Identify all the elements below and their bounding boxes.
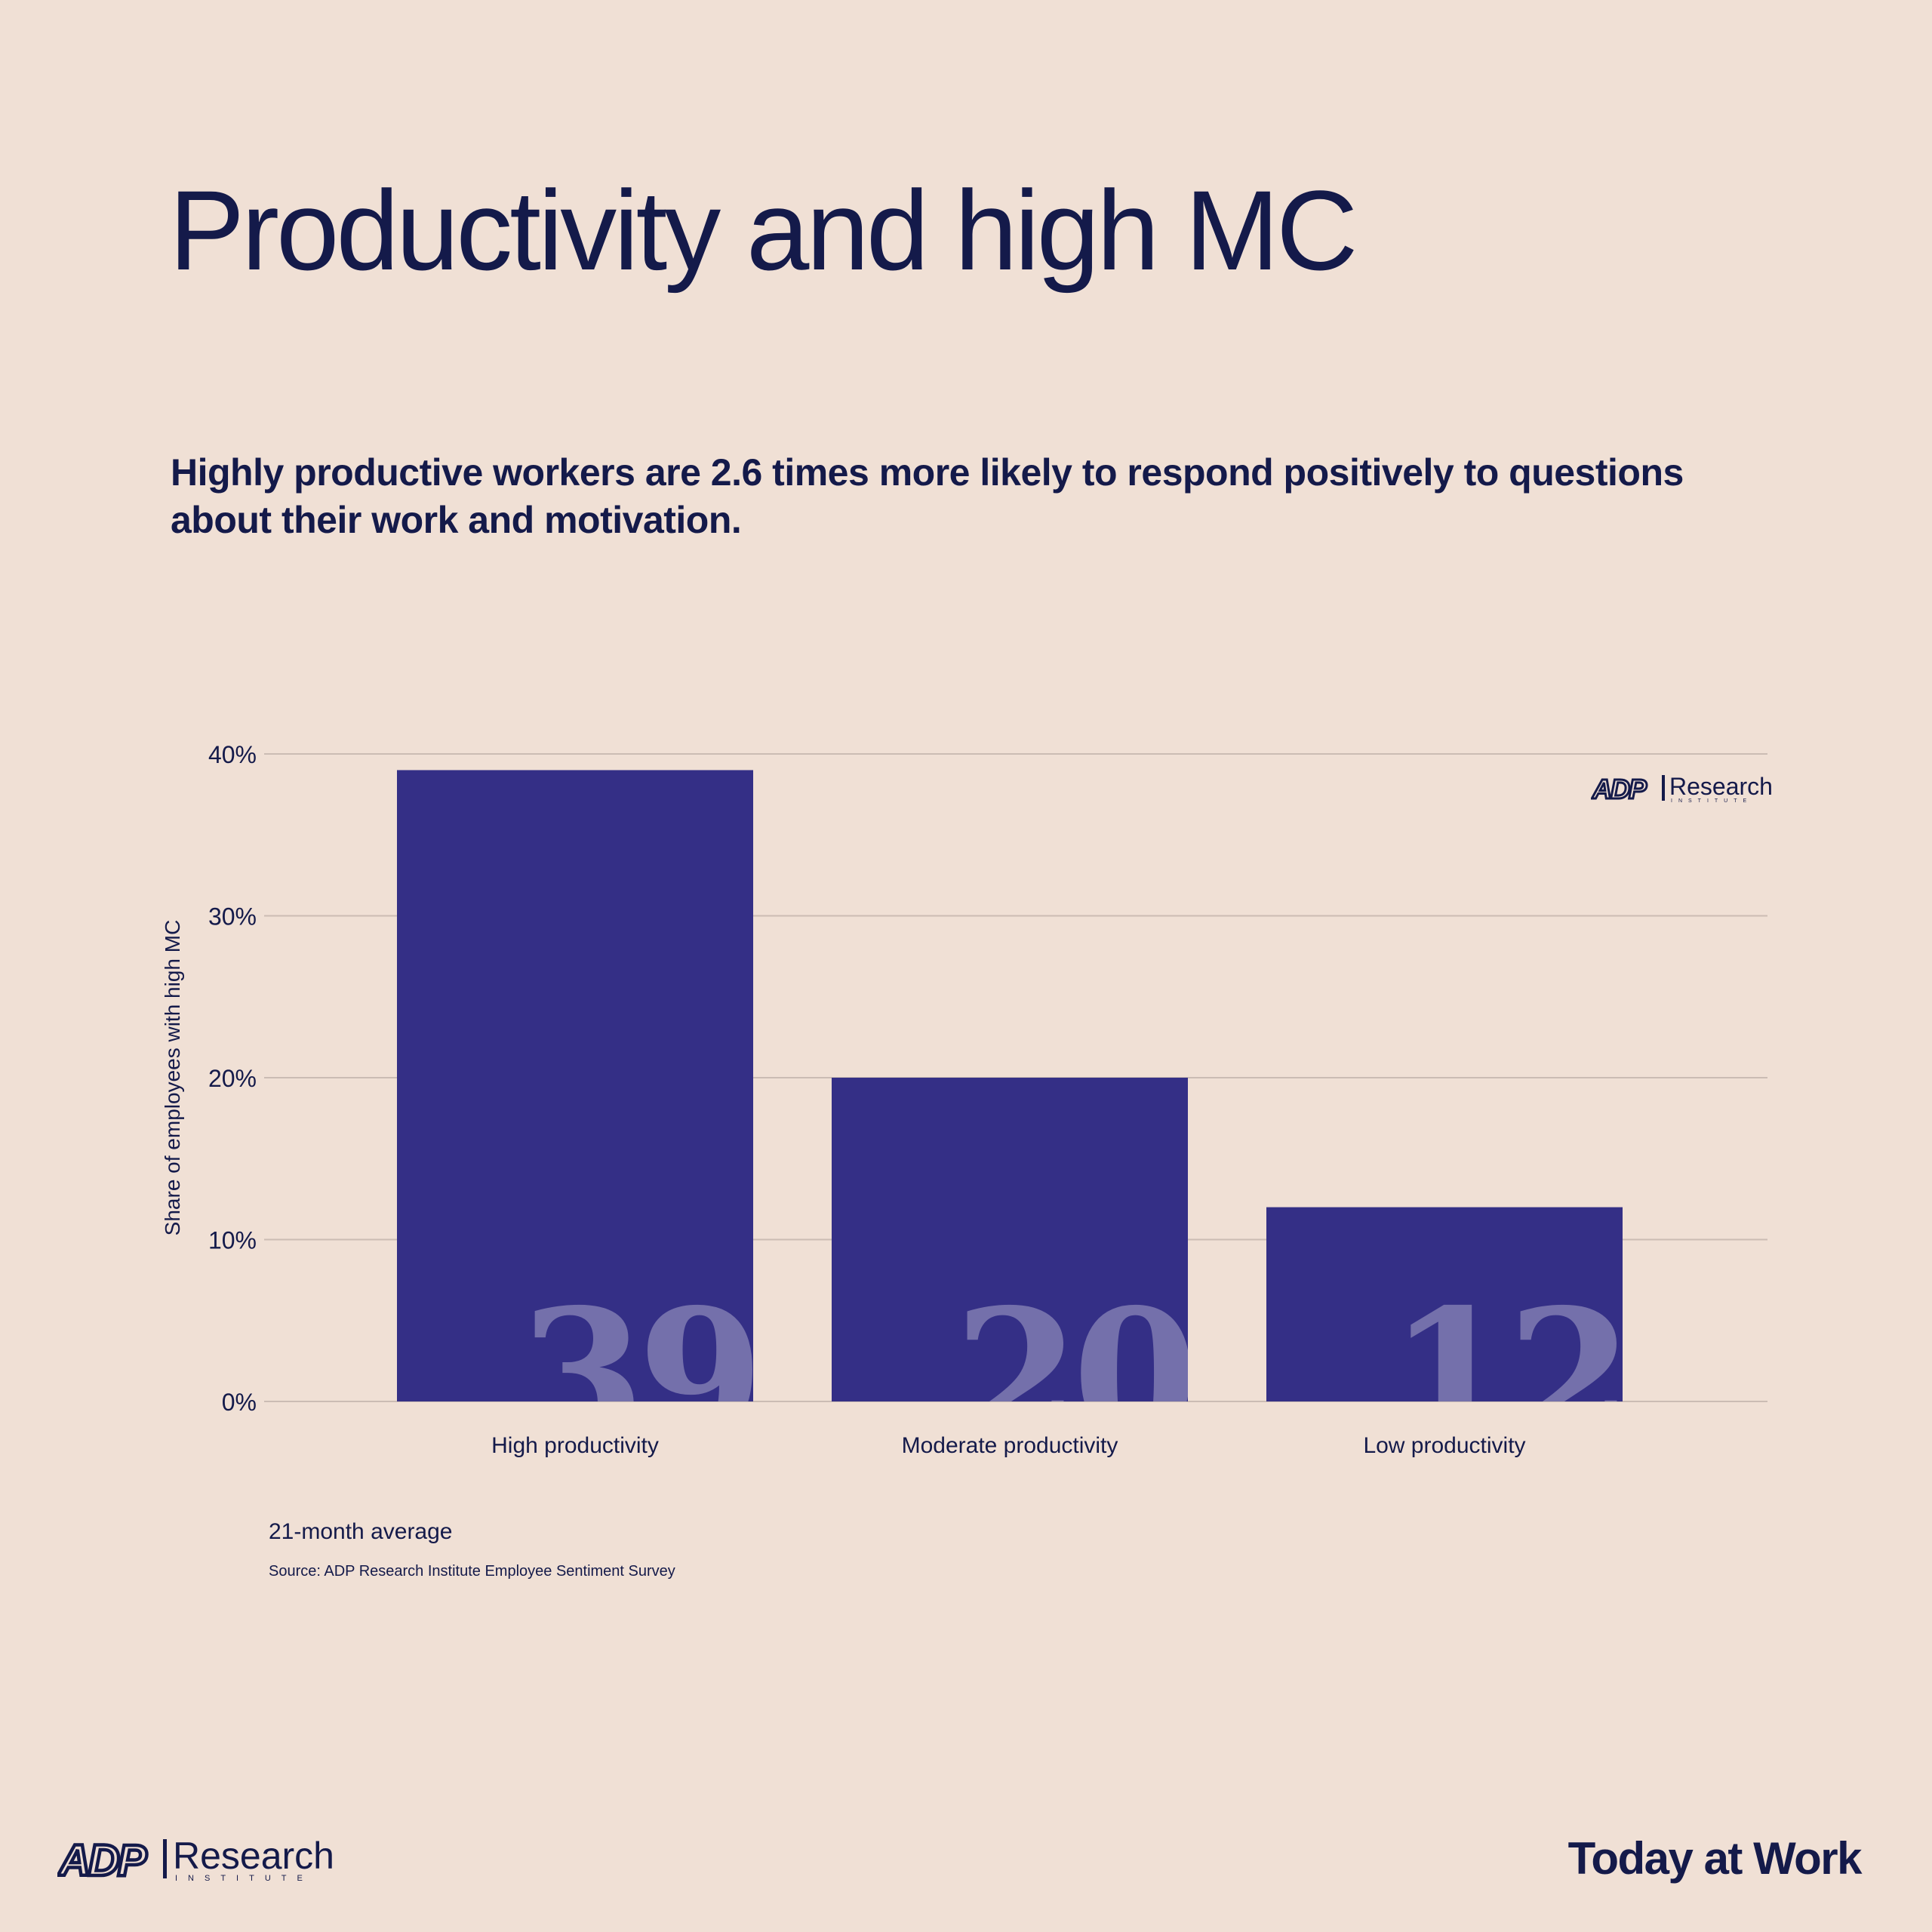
bar-value-label: 12 [1389,1269,1626,1482]
x-tick-label: Moderate productivity [902,1433,1118,1458]
chart-adp-research-logo: ADP Research INSTITUTE [1591,773,1772,803]
bar-value-label: 39 [519,1269,756,1482]
chart-logo-divider [1662,775,1665,801]
footer-adp-research-logo: ADP Research INSTITUTE [57,1835,334,1882]
y-tick-label: 20% [208,1065,257,1092]
page-subtitle: Highly productive workers are 2.6 times … [171,451,1684,541]
x-tick-label: Low productivity [1363,1433,1525,1458]
bar-value-label: 20 [954,1269,1191,1482]
period-note: 21-month average [269,1519,453,1544]
footer-logo-word: Research [173,1835,334,1877]
bar [1266,1207,1623,1401]
bar [397,770,753,1401]
y-axis-label: Share of employees with high MC [161,920,184,1236]
page-title: Productivity and high MC [169,167,1358,294]
chart-logo-tagline: INSTITUTE [1671,798,1752,803]
footer-logo-divider [163,1839,167,1878]
y-tick-label: 40% [208,741,257,768]
y-tick-label: 0% [222,1389,257,1416]
bar-chart: 0% 10% 20% 30% 40% Share of employees with hi… [161,741,1767,1482]
y-tick-label: 10% [208,1227,257,1254]
bar [832,1078,1188,1401]
source-note: Source: ADP Research Institute Employee … [269,1563,675,1580]
x-tick-label: High productivity [491,1433,659,1458]
footer-logo-tagline: INSTITUTE [175,1874,313,1882]
footer-logo-mark: ADP [57,1836,147,1882]
y-tick-label: 30% [208,903,257,931]
today-at-work-brand: Today at Work [1567,1833,1863,1884]
chart-logo-word: Research [1669,773,1772,800]
chart-logo-mark: ADP [1592,774,1647,803]
